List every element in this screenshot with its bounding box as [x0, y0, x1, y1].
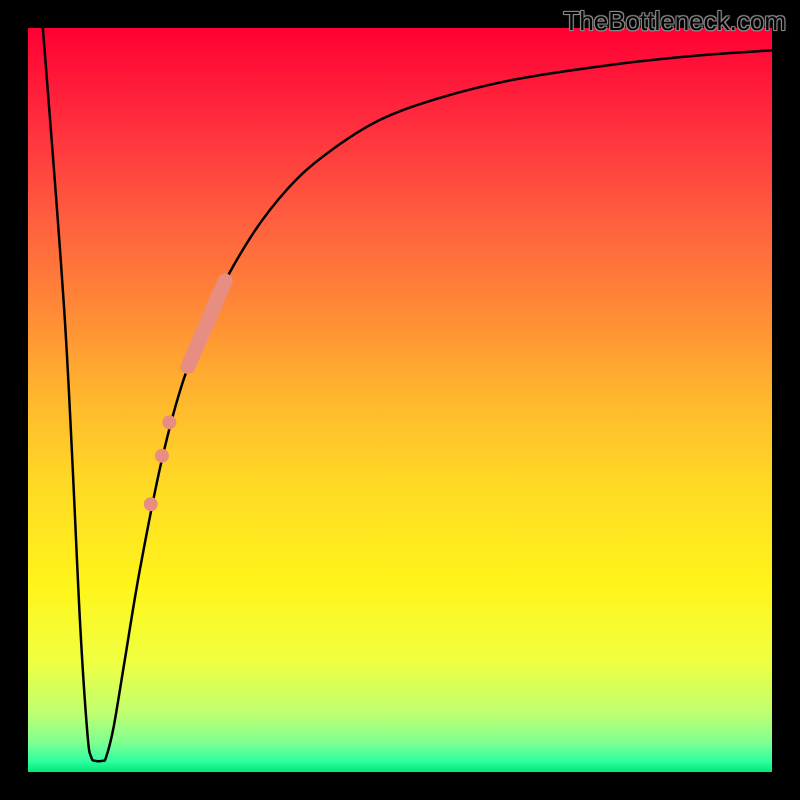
highlight-dot — [155, 449, 169, 463]
chart-container: TheBottleneck.com — [0, 0, 800, 800]
highlight-dot — [162, 415, 176, 429]
gradient-background — [28, 28, 772, 772]
highlight-dot — [144, 497, 158, 511]
plot-area — [28, 28, 772, 772]
watermark-text: TheBottleneck.com — [563, 6, 786, 37]
chart-svg — [28, 28, 772, 772]
